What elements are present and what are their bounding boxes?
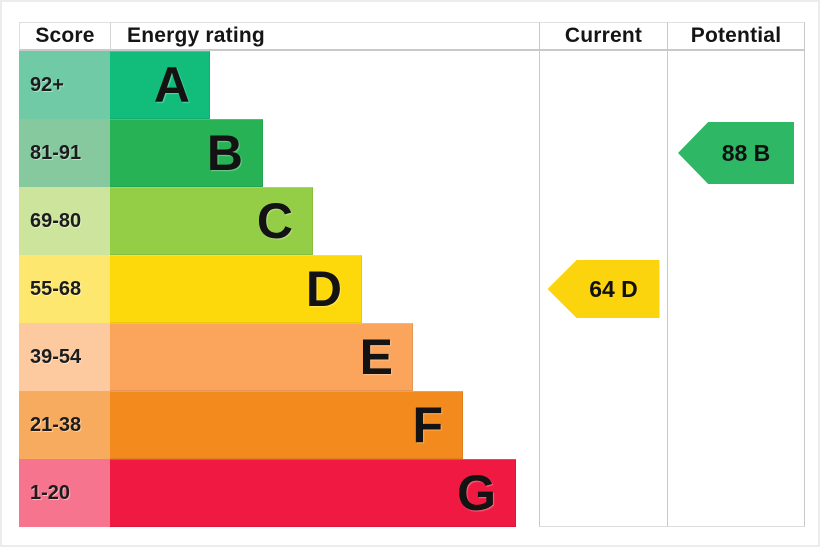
band-bar-c: C	[110, 187, 313, 255]
band-bar-b: B	[110, 119, 263, 187]
score-range-f: 21-38	[19, 391, 110, 459]
band-bar-d: D	[110, 255, 362, 323]
score-column-header: Score	[19, 22, 110, 51]
rating-row-b: B	[110, 119, 539, 187]
current-rating-column: 64 D	[539, 51, 667, 527]
potential-rating-arrow: 88 B	[678, 122, 794, 184]
band-bar-g: G	[110, 459, 516, 527]
band-bar-a: A	[110, 51, 210, 119]
band-bar-f: F	[110, 391, 463, 459]
score-range-c: 69-80	[19, 187, 110, 255]
score-range-b: 81-91	[19, 119, 110, 187]
rating-row-g: G	[110, 459, 539, 527]
rating-row-d: D	[110, 255, 539, 323]
energy-rating-column-header: Energy rating	[110, 22, 539, 51]
current-rating-arrow: 64 D	[547, 260, 660, 318]
epc-grid: Score Energy rating Current Potential 64…	[19, 22, 805, 527]
rating-row-c: C	[110, 187, 539, 255]
score-range-e: 39-54	[19, 323, 110, 391]
potential-rating-column: 88 B	[667, 51, 805, 527]
score-range-g: 1-20	[19, 459, 110, 527]
rating-row-f: F	[110, 391, 539, 459]
score-range-d: 55-68	[19, 255, 110, 323]
current-column-header: Current	[539, 22, 667, 51]
potential-column-header: Potential	[667, 22, 805, 51]
band-bar-e: E	[110, 323, 413, 391]
rating-row-e: E	[110, 323, 539, 391]
score-range-a: 92+	[19, 51, 110, 119]
rating-row-a: A	[110, 51, 539, 119]
